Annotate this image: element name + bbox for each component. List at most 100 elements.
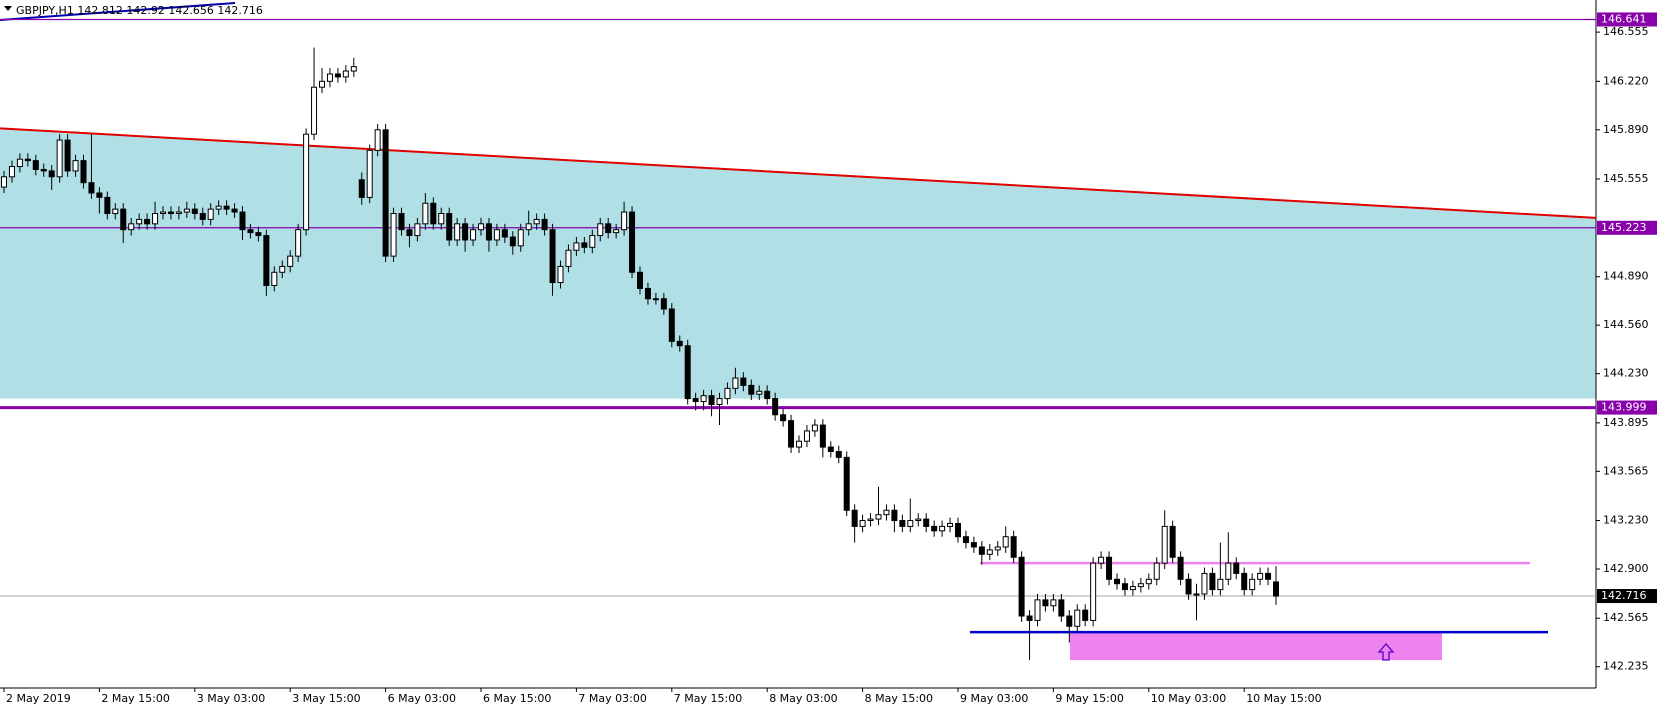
candle-body <box>501 229 508 238</box>
candle-body <box>565 249 572 267</box>
candle-body <box>883 509 890 516</box>
candle-body <box>859 520 866 527</box>
candle-body <box>1042 599 1049 607</box>
candle-body <box>621 211 628 231</box>
level-label-box <box>1597 400 1657 415</box>
candle-body <box>1018 556 1025 617</box>
candle-body <box>120 208 127 231</box>
candle-body <box>382 129 389 257</box>
y-tick-label: 142.565 <box>1603 611 1649 624</box>
candle-body <box>72 160 79 172</box>
candle-body <box>191 208 198 215</box>
y-tick-label: 142.235 <box>1603 660 1649 673</box>
candle-body <box>835 450 842 458</box>
candle-body <box>1002 536 1009 548</box>
candle-body <box>1273 581 1279 597</box>
level-label: 145.223 <box>1601 221 1647 234</box>
candle-body <box>796 440 802 448</box>
candle-body <box>970 542 977 548</box>
candle-body <box>613 229 620 234</box>
candle-body <box>493 229 500 241</box>
candle-body <box>215 205 222 210</box>
candle-body <box>32 160 39 170</box>
candle-body <box>1058 599 1065 617</box>
candle-body <box>629 211 636 273</box>
candle-body <box>843 456 850 511</box>
x-tick-label: 2 May 15:00 <box>101 692 169 705</box>
candle-body <box>1161 525 1168 564</box>
candle-body <box>1 176 7 188</box>
symbol: GBPJPY,H1 <box>16 4 74 17</box>
candle-body <box>279 265 286 273</box>
candle-body <box>144 218 151 225</box>
candle-body <box>374 129 381 151</box>
x-tick-label: 8 May 15:00 <box>865 692 933 705</box>
candle-body <box>1034 599 1041 621</box>
candle-body <box>398 213 405 231</box>
candle-body <box>207 208 214 220</box>
candle-body <box>56 139 63 178</box>
candle-body <box>899 520 906 527</box>
candle-body <box>931 525 938 532</box>
candle-body <box>112 208 119 215</box>
header-close: 142.716 <box>217 4 263 17</box>
candle-body <box>605 223 612 234</box>
level-label: 143.999 <box>1601 401 1647 414</box>
candle-body <box>1217 578 1224 591</box>
candle-body <box>40 168 47 172</box>
candle-body <box>573 242 580 251</box>
level-label-box <box>1597 220 1657 235</box>
x-tick-label: 10 May 15:00 <box>1246 692 1321 705</box>
candle-body <box>644 287 651 300</box>
candle-body <box>462 223 469 241</box>
candle-body <box>1241 572 1248 591</box>
candle-body <box>326 73 333 82</box>
candle-body <box>390 213 397 257</box>
candle-body <box>414 223 421 237</box>
candle-body <box>923 518 930 527</box>
y-tick-label: 143.565 <box>1603 464 1649 477</box>
candle-body <box>223 205 230 210</box>
candle-body <box>295 229 302 257</box>
candle-body <box>24 158 31 162</box>
candle-body <box>485 223 492 241</box>
x-tick-label: 3 May 15:00 <box>292 692 360 705</box>
candle-body <box>875 514 882 520</box>
header-arrow <box>4 6 12 11</box>
candle-body <box>366 149 373 198</box>
level-label-box <box>1597 12 1657 27</box>
candle-body <box>867 518 874 522</box>
candle-body <box>557 265 564 284</box>
x-tick-label: 7 May 15:00 <box>674 692 742 705</box>
candle-body <box>1026 615 1033 621</box>
x-tick-label: 3 May 03:00 <box>197 692 265 705</box>
candle-body <box>700 395 707 403</box>
y-tick-label: 146.220 <box>1603 74 1649 87</box>
candle-body <box>1098 556 1105 564</box>
x-tick-label: 6 May 15:00 <box>483 692 551 705</box>
candle-body <box>247 229 254 234</box>
candle-body <box>88 182 95 194</box>
candle-body <box>1265 572 1272 580</box>
y-tick-label: 143.230 <box>1603 514 1649 527</box>
candle-body <box>597 223 604 237</box>
y-tick-label: 142.900 <box>1603 562 1649 575</box>
candle-body <box>1225 562 1232 580</box>
header-open: 142.812 <box>77 4 123 17</box>
candle-body <box>1121 583 1128 591</box>
price-label: 142.716 <box>1601 589 1647 602</box>
chart-header: GBPJPY,H1 142.812 142.92 142.656 142.716 <box>16 4 263 17</box>
candle-body <box>1106 556 1113 580</box>
candle-body <box>676 340 683 347</box>
y-tick-label: 146.555 <box>1603 25 1649 38</box>
candle-body <box>271 271 278 287</box>
candle-body <box>1233 562 1240 574</box>
up-arrow <box>1377 643 1395 661</box>
candle-body <box>239 211 246 231</box>
candle-body <box>1129 586 1136 591</box>
x-tick-label: 6 May 03:00 <box>388 692 456 705</box>
candle-body <box>1153 562 1160 580</box>
candle-body <box>319 80 325 88</box>
candle-body <box>692 398 699 403</box>
